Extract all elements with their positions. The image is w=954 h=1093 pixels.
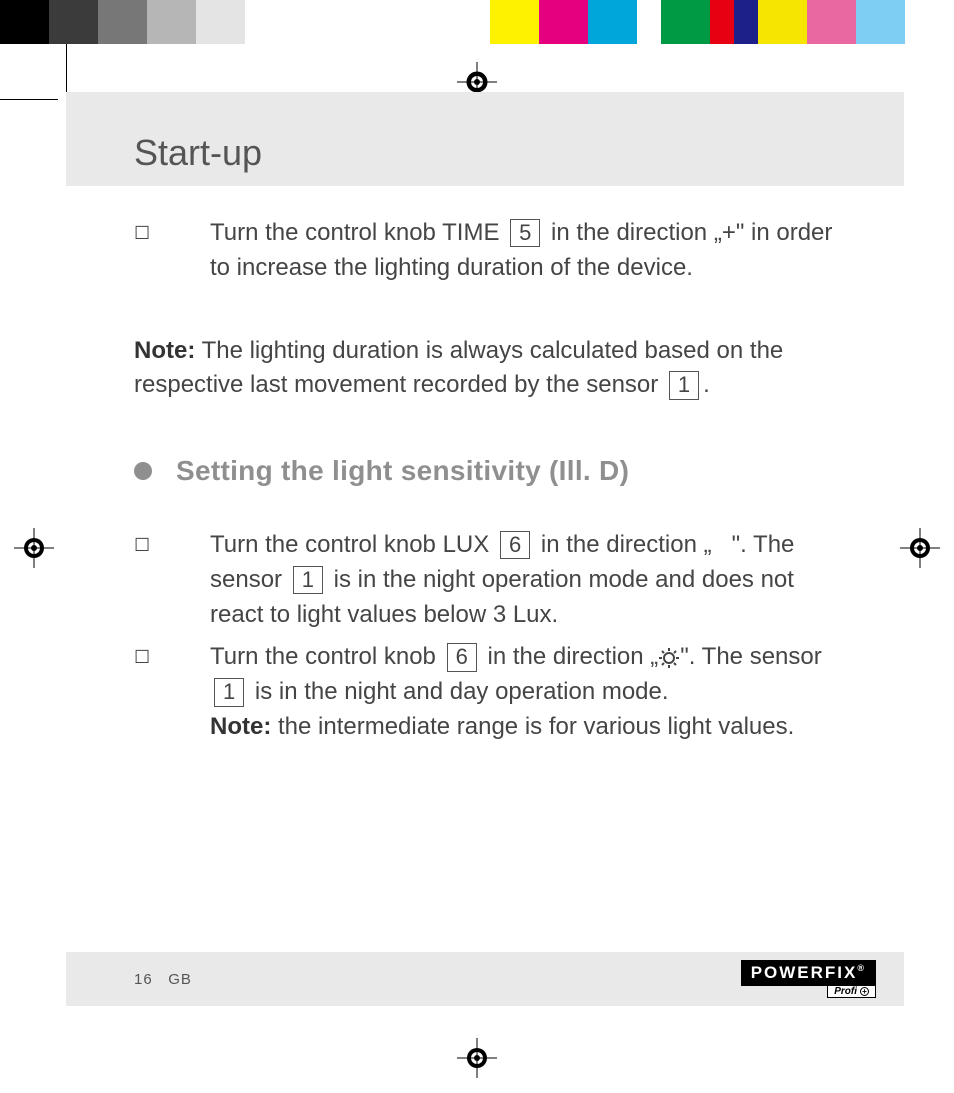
content-area: ☐ Turn the control knob TIME 5 in the di…: [134, 216, 834, 753]
logo-main-text: POWERFIX®: [741, 960, 876, 986]
color-swatch: [758, 0, 807, 44]
section-heading: Setting the light sensitivity (Ill. D): [134, 451, 834, 492]
color-swatch: [710, 0, 734, 44]
text: Turn the control knob: [210, 643, 443, 670]
color-swatch: [856, 0, 905, 44]
color-swatch: [661, 0, 710, 44]
text: POWERFIX: [751, 963, 858, 982]
crop-mark: [0, 99, 58, 100]
registered-icon: ®: [857, 963, 866, 973]
bullet-dot-icon: [134, 462, 152, 480]
color-swatch: [539, 0, 588, 44]
color-swatch: [588, 0, 637, 44]
color-swatch: [98, 0, 147, 44]
color-swatch: [490, 0, 539, 44]
page-title: Start-up: [134, 132, 262, 174]
header-band: Start-up: [66, 92, 904, 186]
color-swatch: [294, 0, 490, 44]
color-swatch: [245, 0, 294, 44]
footer-band: 16 GB POWERFIX® Profi+: [66, 952, 904, 1006]
reference-number: 1: [293, 566, 323, 594]
page-number: 16 GB: [134, 971, 192, 988]
note-label: Note:: [210, 713, 271, 740]
bullet-icon: ☐: [134, 216, 210, 286]
bullet-icon: ☐: [134, 640, 210, 745]
text: Profi: [834, 986, 857, 997]
reference-number: 6: [447, 643, 477, 671]
color-swatch: [807, 0, 856, 44]
registration-mark-icon: [457, 1038, 497, 1078]
moon-icon: [712, 528, 732, 563]
page-num: 16: [134, 971, 153, 988]
color-swatch: [147, 0, 196, 44]
text: ". The sensor: [680, 643, 821, 670]
sun-icon: [658, 641, 680, 676]
note-label: Note:: [134, 337, 195, 364]
section-title: Setting the light sensitivity (Ill. D): [176, 451, 629, 492]
color-swatch: [637, 0, 661, 44]
list-item: ☐ Turn the control knob TIME 5 in the di…: [134, 216, 834, 286]
text: is in the night and day operation mode.: [248, 678, 668, 705]
lang-code: GB: [168, 971, 192, 988]
plus-icon: +: [860, 987, 869, 996]
color-swatch: [0, 0, 49, 44]
list-item: ☐ Turn the control knob LUX 6 in the dir…: [134, 528, 834, 633]
registration-mark-icon: [900, 528, 940, 568]
text: the intermediate range is for various li…: [271, 713, 794, 740]
bullet-icon: ☐: [134, 528, 210, 633]
registration-mark-icon: [14, 528, 54, 568]
color-swatch: [49, 0, 98, 44]
text: .: [703, 371, 710, 398]
list-item: ☐ Turn the control knob 6 in the directi…: [134, 640, 834, 745]
reference-number: 1: [669, 371, 699, 399]
text: in the direction „: [534, 531, 711, 558]
list-item-text: Turn the control knob LUX 6 in the direc…: [210, 528, 834, 633]
note-block: Note: The lighting duration is always ca…: [134, 334, 834, 404]
logo-sub-text: Profi+: [827, 985, 876, 998]
page: Start-up ☐ Turn the control knob TIME 5 …: [0, 0, 954, 1093]
text: Turn the control knob LUX: [210, 531, 496, 558]
reference-number: 1: [214, 678, 244, 706]
list-item-text: Turn the control knob TIME 5 in the dire…: [210, 216, 834, 286]
color-swatch: [734, 0, 758, 44]
reference-number: 6: [500, 531, 530, 559]
reference-number: 5: [510, 219, 540, 247]
text: in the direction „: [481, 643, 658, 670]
crop-mark: [66, 44, 67, 92]
text: Turn the control knob TIME: [210, 219, 506, 246]
color-calibration-bar: [0, 0, 954, 44]
list-item-text: Turn the control knob 6 in the direction…: [210, 640, 834, 745]
color-swatch: [196, 0, 245, 44]
brand-logo: POWERFIX® Profi+: [741, 960, 876, 998]
